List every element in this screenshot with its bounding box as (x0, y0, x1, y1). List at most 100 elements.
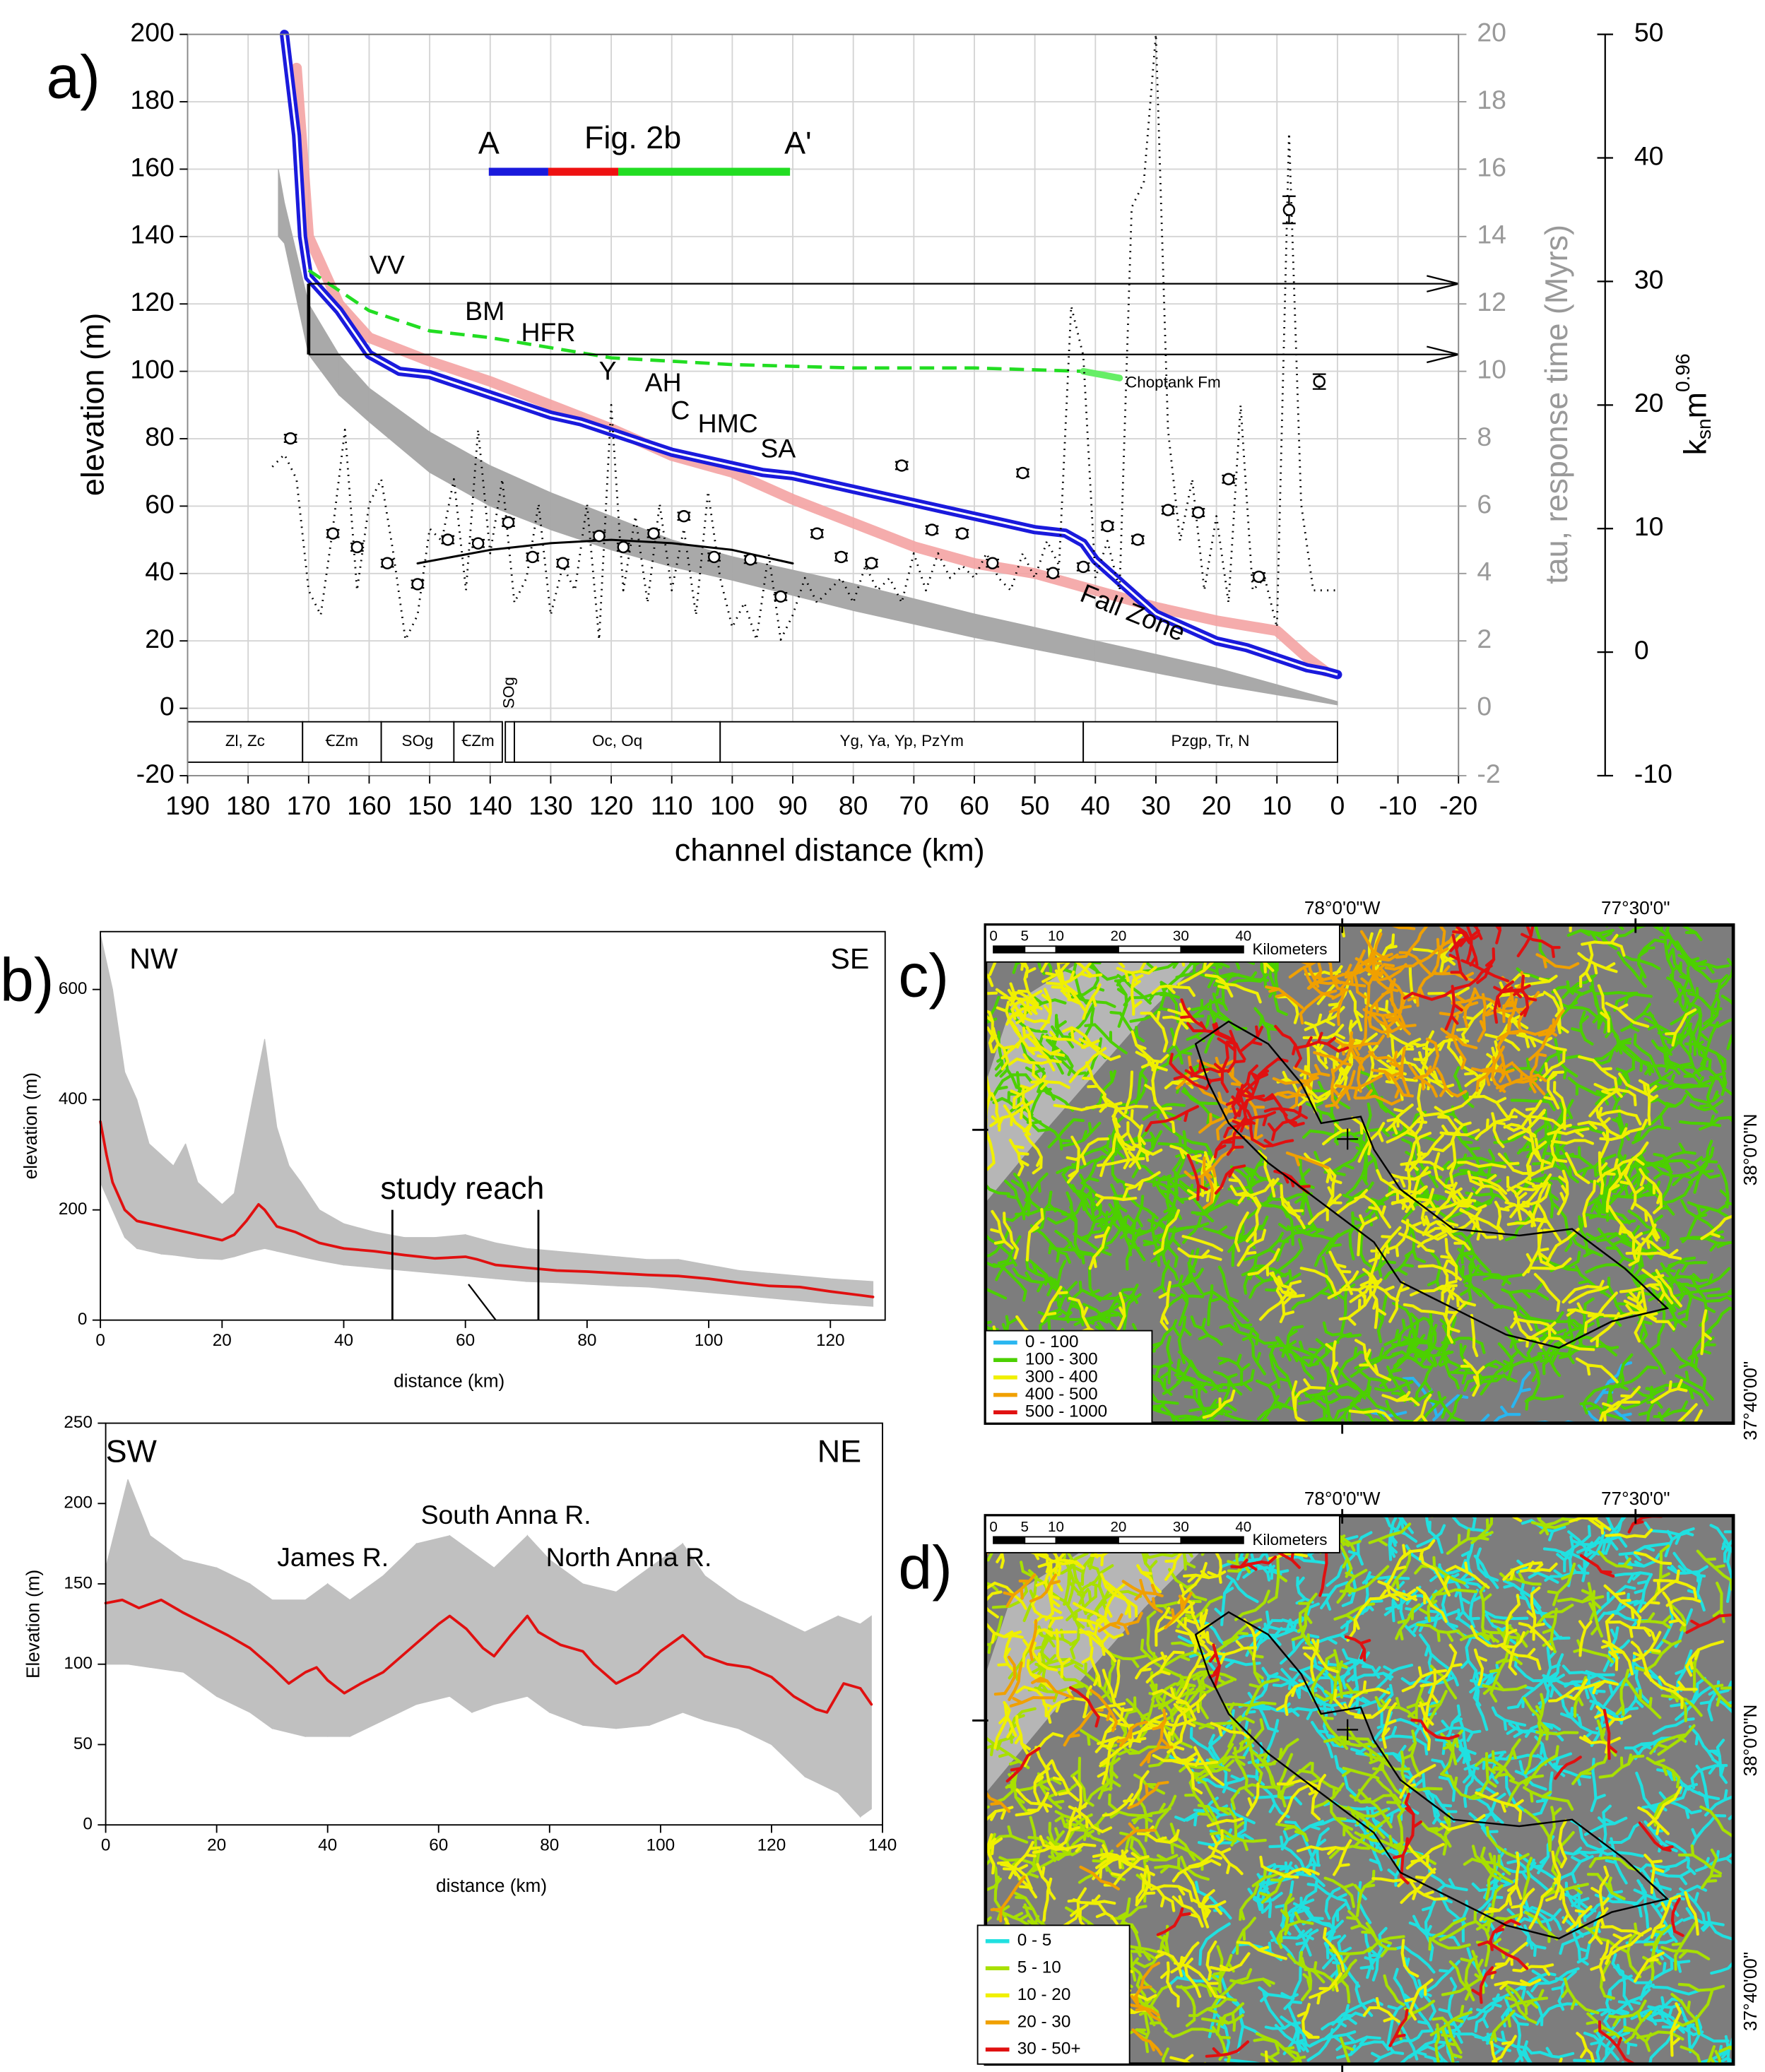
y-tick-label: 100 (64, 1654, 93, 1673)
legend-label: 20 - 30 (1017, 2012, 1071, 2031)
ksn-point (1046, 567, 1060, 579)
scale-segment (1055, 945, 1119, 954)
scale-tick-label: 5 (1021, 928, 1029, 945)
annotation: BM (465, 296, 504, 326)
y3-axis-label: ksnm0.96 (1672, 353, 1715, 455)
range-band (435, 1234, 466, 1277)
range-band (495, 1242, 527, 1282)
annotation: HMC (698, 408, 758, 438)
latitude-label: 38°0'0"N (1740, 1705, 1761, 1777)
range-band (830, 1278, 874, 1307)
scale-tick-label: 20 (1111, 928, 1127, 945)
plot-frame (187, 33, 1460, 776)
annotation: South Anna R. (421, 1500, 591, 1529)
x-tick-label: 70 (899, 791, 929, 820)
range-band (148, 1142, 162, 1255)
scale-tick-label: 30 (1173, 928, 1189, 945)
range-band (471, 1551, 495, 1713)
scale-tick-label: 40 (1235, 1519, 1251, 1535)
x-tick-label: 0 (1330, 791, 1345, 820)
ksn-point (1192, 506, 1205, 519)
x-axis-label: channel distance (km) (675, 831, 985, 868)
y2-tick-label: 20 (1477, 18, 1506, 47)
unit-label: Zl, Zc (225, 732, 265, 750)
plot-frame (105, 1422, 883, 1826)
y-tick-label: 60 (145, 489, 175, 519)
range-band (526, 1248, 557, 1284)
arrow (468, 1284, 497, 1321)
y-tick-label: 50 (73, 1734, 93, 1753)
y3-tick-label: -10 (1634, 759, 1672, 788)
x-tick-label: 150 (408, 791, 451, 820)
annotation: James R. (277, 1542, 389, 1572)
y3-tick-label: 10 (1634, 511, 1664, 541)
profile-line (271, 33, 1338, 641)
ksn-point (895, 459, 908, 472)
geologic-unit (514, 721, 721, 763)
x-tick-label: 100 (647, 1836, 675, 1855)
y-axis-label: elevation (m) (20, 1072, 41, 1179)
scale-tick-label: 10 (1048, 928, 1064, 945)
unit-label: SOg (402, 732, 434, 750)
ksn-point (526, 550, 539, 564)
y-tick-label: 100 (130, 354, 174, 384)
x-tick-label: 10 (1262, 791, 1292, 820)
ksn-point (810, 527, 823, 540)
scale-box (984, 924, 1340, 963)
longitude-label: 78°0'0"W (1304, 1488, 1381, 1509)
ksn-point (556, 557, 569, 569)
ksn-point (442, 533, 454, 546)
annotation: AH (645, 367, 682, 397)
legend-label: 10 - 20 (1017, 1985, 1071, 2004)
outlet-cross (1337, 1128, 1359, 1150)
x-tick-label: 120 (589, 791, 633, 820)
legend-label: 300 - 400 (1025, 1367, 1098, 1386)
y2-tick-label: 18 (1477, 85, 1506, 114)
x-tick-label: 80 (540, 1836, 559, 1855)
x-tick-label: 90 (778, 791, 808, 820)
x-tick-label: 40 (1081, 791, 1111, 820)
scale-segment (993, 945, 1026, 954)
ksn-point (471, 537, 485, 550)
x-tick-label: 180 (226, 791, 270, 820)
scale-unit: Kilometers (1253, 1531, 1328, 1549)
streams (985, 1515, 1725, 2064)
y2-tick-label: 6 (1477, 489, 1492, 519)
y-tick-label: 150 (64, 1573, 93, 1592)
annotation: C (671, 395, 690, 425)
unit-label: Oc, Oq (592, 732, 642, 750)
scale-tick-label: 30 (1173, 1519, 1189, 1535)
legend-label: 500 - 1000 (1025, 1402, 1107, 1421)
streams (1145, 925, 1561, 1201)
annotation: SA (760, 434, 796, 463)
streams (1005, 1515, 1732, 2064)
y2-tick-label: 10 (1477, 354, 1506, 384)
scale-tick-label: 40 (1235, 928, 1251, 945)
y-tick-label: 200 (64, 1493, 93, 1512)
scale-segment (1180, 945, 1244, 954)
x-axis-label: distance (km) (394, 1370, 504, 1391)
y3-tick-label: 0 (1634, 635, 1649, 665)
x-tick-label: 20 (213, 1331, 232, 1350)
unit-label: ꞒZm (461, 732, 495, 750)
x-tick-label: 120 (757, 1836, 786, 1855)
panel-label: c) (898, 942, 949, 1010)
profile-line (416, 538, 794, 564)
ksn-point (647, 527, 660, 540)
ksn-point (1162, 504, 1174, 516)
y-tick-label: 0 (78, 1310, 88, 1329)
ksn-point (834, 550, 848, 564)
latitude-label: 38°0'0"N (1740, 1113, 1761, 1185)
label-part: m (1677, 392, 1713, 418)
y2-tick-label: 0 (1477, 691, 1492, 721)
annotation: NE (817, 1433, 861, 1469)
section-label: A' (784, 125, 811, 161)
range-band (860, 1615, 872, 1818)
y-tick-label: 40 (145, 557, 175, 586)
geologic-unit (1082, 721, 1338, 763)
longitude-label: 77°30'0" (1601, 1488, 1670, 1509)
geologic-unit (453, 721, 503, 763)
latitude-label: 37°40'00" (1740, 1361, 1761, 1440)
scale-segment (1055, 1536, 1119, 1544)
